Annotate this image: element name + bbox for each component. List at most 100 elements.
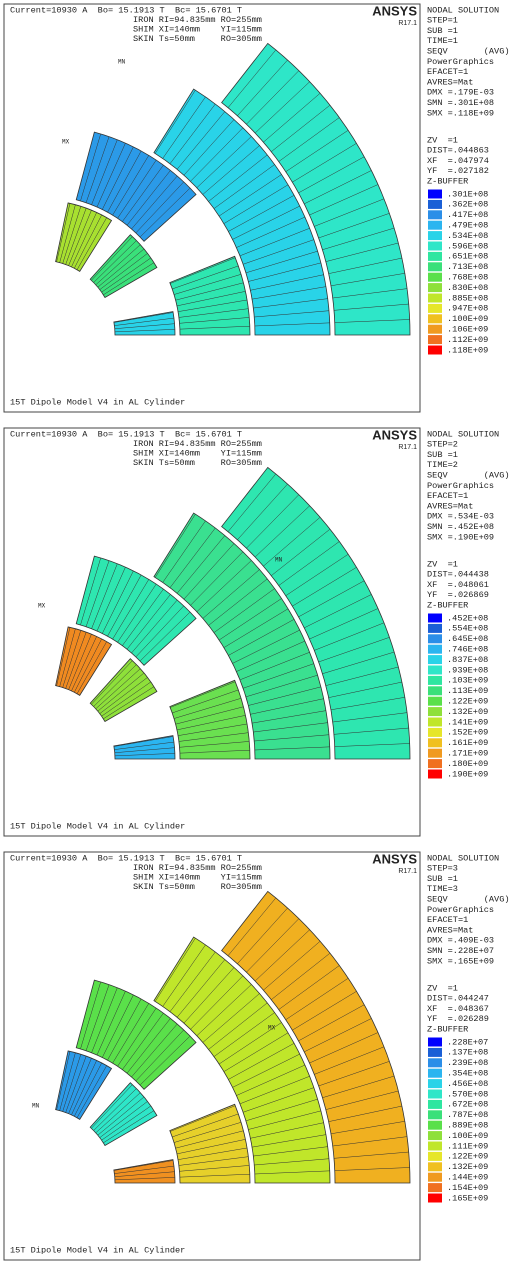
legend-swatch xyxy=(428,707,442,716)
info-line: TIME=3 xyxy=(427,884,458,894)
legend-swatch xyxy=(428,614,442,623)
legend-label: .596E+08 xyxy=(447,241,488,251)
legend-swatch xyxy=(428,1058,442,1067)
legend-label: .106E+09 xyxy=(447,324,488,334)
view-line: ZV =1 xyxy=(427,135,458,145)
view-line: Z-BUFFER xyxy=(427,1024,468,1034)
legend-swatch xyxy=(428,242,442,251)
legend-label: .645E+08 xyxy=(447,634,488,644)
legend-label: .152E+09 xyxy=(447,728,488,738)
legend-label: .939E+08 xyxy=(447,665,488,675)
legend-label: .100E+09 xyxy=(447,314,488,324)
legend-label: .100E+09 xyxy=(447,1131,488,1141)
legend-swatch xyxy=(428,252,442,261)
legend-label: .154E+09 xyxy=(447,1183,488,1193)
ansys-logo: ANSYS xyxy=(372,427,417,442)
header-line: IRON RI=94.835mm RO=255mm xyxy=(133,439,262,449)
view-line: YF =.026289 xyxy=(427,1014,489,1024)
info-line: STEP=2 xyxy=(427,440,458,450)
legend-label: .228E+07 xyxy=(447,1037,488,1047)
info-line: EFACET=1 xyxy=(427,915,468,925)
header-line: Current=10930 A Bo= 15.1913 T Bc= 15.670… xyxy=(10,853,242,863)
legend-swatch xyxy=(428,1131,442,1140)
view-line: DIST=.044863 xyxy=(427,146,489,156)
info-line: SMX =.165E+09 xyxy=(427,956,494,966)
info-line: NODAL SOLUTION xyxy=(427,5,499,15)
header-line: SKIN Ts=50mm RO=305mm xyxy=(133,458,262,468)
legend-swatch xyxy=(428,718,442,727)
info-line: SMN =.228E+07 xyxy=(427,946,494,956)
info-line: SUB =1 xyxy=(427,450,458,460)
legend-label: .768E+08 xyxy=(447,272,488,282)
legend-swatch xyxy=(428,190,442,199)
view-line: Z-BUFFER xyxy=(427,176,468,186)
legend-label: .651E+08 xyxy=(447,252,488,262)
legend-label: .534E+08 xyxy=(447,231,488,241)
legend-swatch xyxy=(428,1090,442,1099)
legend-label: .885E+08 xyxy=(447,293,488,303)
header-line: SHIM XI=140mm YI=115mm xyxy=(133,872,262,882)
info-line: SUB =1 xyxy=(427,874,458,884)
legend-swatch xyxy=(428,624,442,633)
footer-title: 15T Dipole Model V4 in AL Cylinder xyxy=(10,821,185,831)
view-line: XF =.048367 xyxy=(427,1004,489,1014)
header-line: Current=10930 A Bo= 15.1913 T Bc= 15.670… xyxy=(10,429,242,439)
info-line: SMN =.452E+08 xyxy=(427,522,494,532)
legend-swatch xyxy=(428,314,442,323)
legend-swatch xyxy=(428,1194,442,1203)
view-line: DIST=.044247 xyxy=(427,994,489,1004)
legend-label: .137E+08 xyxy=(447,1048,488,1058)
legend-label: .554E+08 xyxy=(447,624,488,634)
legend-swatch xyxy=(428,697,442,706)
legend-swatch xyxy=(428,1183,442,1192)
screenshot: MN MX Current=10930 A Bo= 15.1913 T Bc= 15… xyxy=(0,0,529,1264)
info-line: SEQV (AVG) xyxy=(427,470,510,480)
info-line: SMN =.301E+08 xyxy=(427,98,494,108)
legend-label: .787E+08 xyxy=(447,1110,488,1120)
legend-swatch xyxy=(428,645,442,654)
legend-label: .122E+09 xyxy=(447,696,488,706)
legend-swatch xyxy=(428,676,442,685)
legend-label: .746E+08 xyxy=(447,644,488,654)
legend-label: .118E+09 xyxy=(447,345,488,355)
info-line: SUB =1 xyxy=(427,26,458,36)
legend-swatch xyxy=(428,273,442,282)
legend-swatch xyxy=(428,1152,442,1161)
view-line: ZV =1 xyxy=(427,559,458,569)
info-line: PowerGraphics xyxy=(427,905,494,915)
legend-swatch xyxy=(428,770,442,779)
legend-swatch xyxy=(428,304,442,313)
legend-label: .947E+08 xyxy=(447,304,488,314)
legend-swatch xyxy=(428,200,442,209)
extreme-marker: MX xyxy=(268,1025,276,1032)
legend-label: .239E+08 xyxy=(447,1058,488,1068)
info-line: AVRES=Mat xyxy=(427,925,473,935)
ansys-logo: ANSYS xyxy=(372,3,417,18)
info-line: SMX =.118E+09 xyxy=(427,108,494,118)
legend-label: .417E+08 xyxy=(447,210,488,220)
legend-swatch xyxy=(428,1079,442,1088)
legend-swatch xyxy=(428,1142,442,1151)
legend-swatch xyxy=(428,1173,442,1182)
legend-swatch xyxy=(428,759,442,768)
legend-swatch xyxy=(428,686,442,695)
legend-swatch xyxy=(428,728,442,737)
legend-label: .161E+09 xyxy=(447,738,488,748)
view-line: XF =.048061 xyxy=(427,580,489,590)
header-line: IRON RI=94.835mm RO=255mm xyxy=(133,15,262,25)
legend-label: .301E+08 xyxy=(447,189,488,199)
info-line: NODAL SOLUTION xyxy=(427,853,499,863)
info-line: SEQV (AVG) xyxy=(427,894,510,904)
legend-swatch xyxy=(428,231,442,240)
info-line: SEQV (AVG) xyxy=(427,46,510,56)
header-line: SKIN Ts=50mm RO=305mm xyxy=(133,882,262,892)
extreme-marker: MX xyxy=(62,139,70,146)
legend-label: .479E+08 xyxy=(447,220,488,230)
legend-label: .570E+08 xyxy=(447,1089,488,1099)
info-line: AVRES=Mat xyxy=(427,501,473,511)
view-line: YF =.027182 xyxy=(427,166,489,176)
extreme-marker: MN xyxy=(32,1103,40,1110)
panel: MNMXCurrent=10930 A Bo= 15.1913 T Bc= 15… xyxy=(4,427,510,836)
legend-label: .354E+08 xyxy=(447,1068,488,1078)
header-line: SHIM XI=140mm YI=115mm xyxy=(133,448,262,458)
